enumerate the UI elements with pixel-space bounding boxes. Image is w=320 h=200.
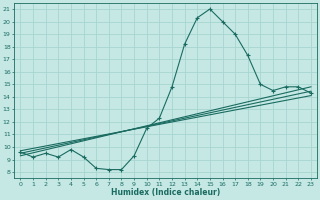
X-axis label: Humidex (Indice chaleur): Humidex (Indice chaleur): [111, 188, 220, 197]
